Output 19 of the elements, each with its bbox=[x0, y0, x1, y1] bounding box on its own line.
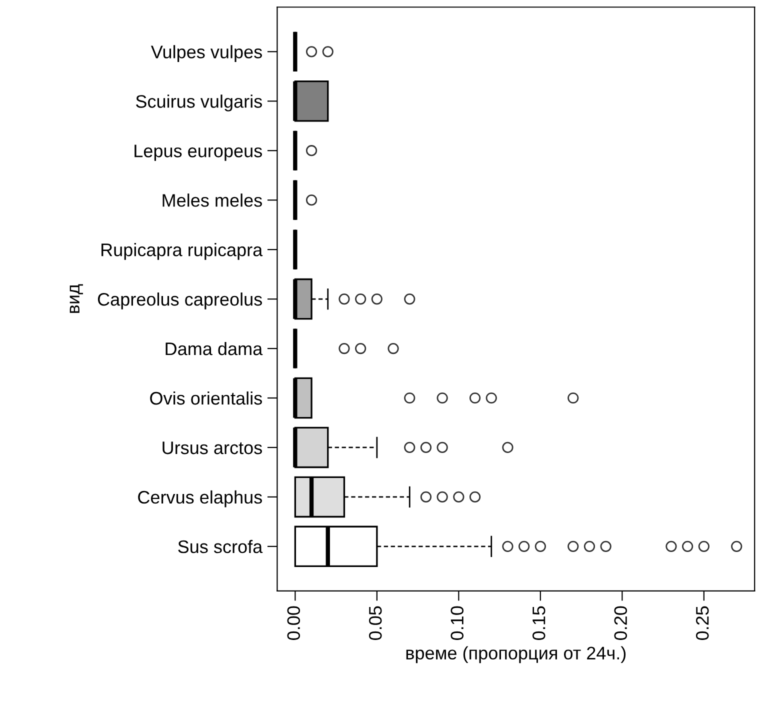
x-tick-label: 0.15 bbox=[532, 606, 546, 640]
x-axis-title: време (пропорция от 24ч.) bbox=[406, 646, 626, 664]
x-tick-label: 0.00 bbox=[287, 606, 300, 640]
y-tick-label: Meles meles bbox=[162, 194, 262, 207]
x-tick-label: 0.20 bbox=[614, 606, 628, 640]
y-tick-label: Dama dama bbox=[166, 342, 263, 356]
y-tick-label: Vulpes vulpes bbox=[150, 45, 262, 62]
y-tick-label: Ovis orientalis bbox=[150, 391, 262, 405]
y-tick-label: Ursus arctos bbox=[162, 442, 262, 454]
x-tick-label: 0.05 bbox=[368, 606, 382, 640]
y-axis-title: вид bbox=[70, 284, 83, 313]
y-tick-label: Capreolus capreolus bbox=[98, 292, 262, 310]
y-tick-label: Lepus europeus bbox=[134, 144, 262, 161]
x-tick-label: 0.10 bbox=[450, 606, 464, 640]
y-tick-label: Rupicapra rupicapra bbox=[102, 243, 263, 260]
y-tick-label: Scuirus vulgaris bbox=[136, 94, 262, 112]
y-tick-label: Sus scrofa bbox=[178, 540, 263, 554]
x-tick-label: 0.25 bbox=[696, 606, 709, 640]
y-tick-label: Cervus elaphus bbox=[138, 490, 262, 508]
